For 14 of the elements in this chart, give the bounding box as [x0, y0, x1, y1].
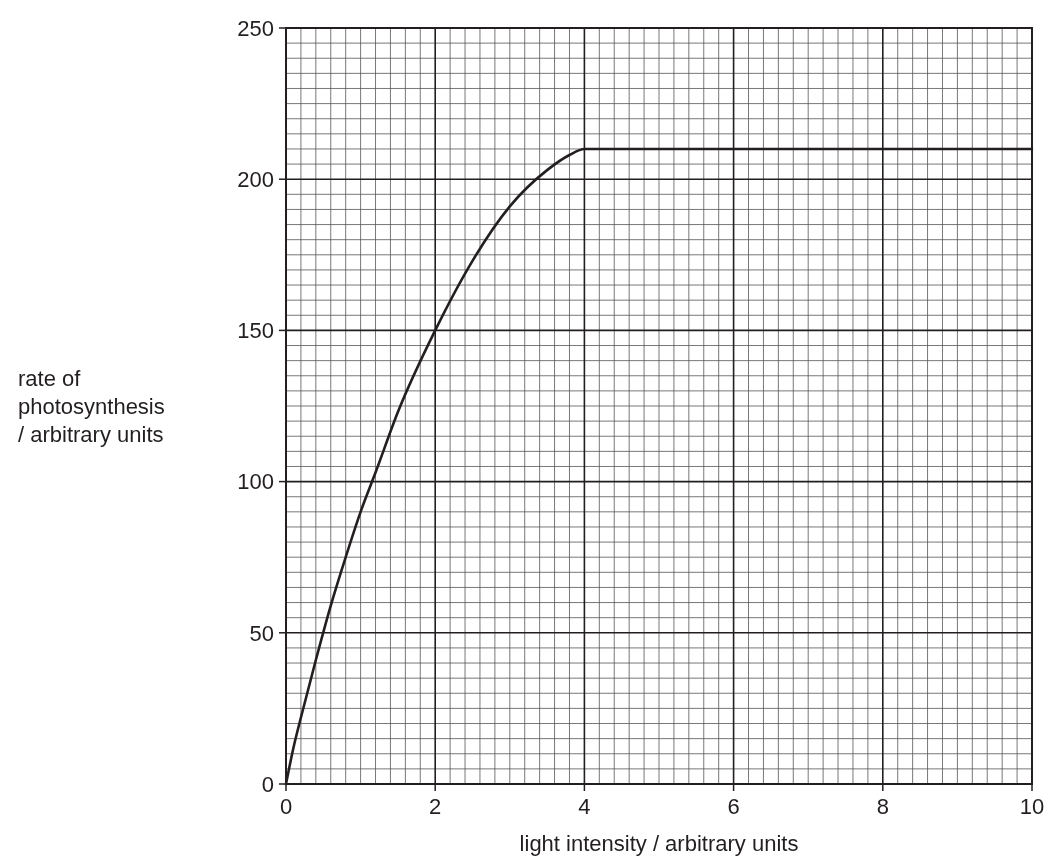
y-tick-label: 0 — [261, 771, 274, 797]
y-tick-label: 50 — [249, 620, 274, 646]
x-tick-label: 8 — [876, 794, 889, 819]
y-axis-title: rate of photosynthesis / arbitrary units — [18, 366, 165, 447]
y-tick-label: 250 — [237, 15, 274, 41]
x-tick-label: 6 — [727, 794, 740, 819]
x-axis-title: light intensity / arbitrary units — [519, 831, 799, 856]
x-tick-label: 2 — [429, 794, 442, 819]
y-tick-label: 200 — [237, 166, 274, 192]
x-tick-label: 4 — [578, 794, 591, 819]
x-tick-label: 10 — [1019, 794, 1045, 819]
x-tick-label: 0 — [279, 794, 293, 819]
y-tick-label: 150 — [237, 318, 274, 344]
y-tick-label: 100 — [237, 469, 274, 495]
